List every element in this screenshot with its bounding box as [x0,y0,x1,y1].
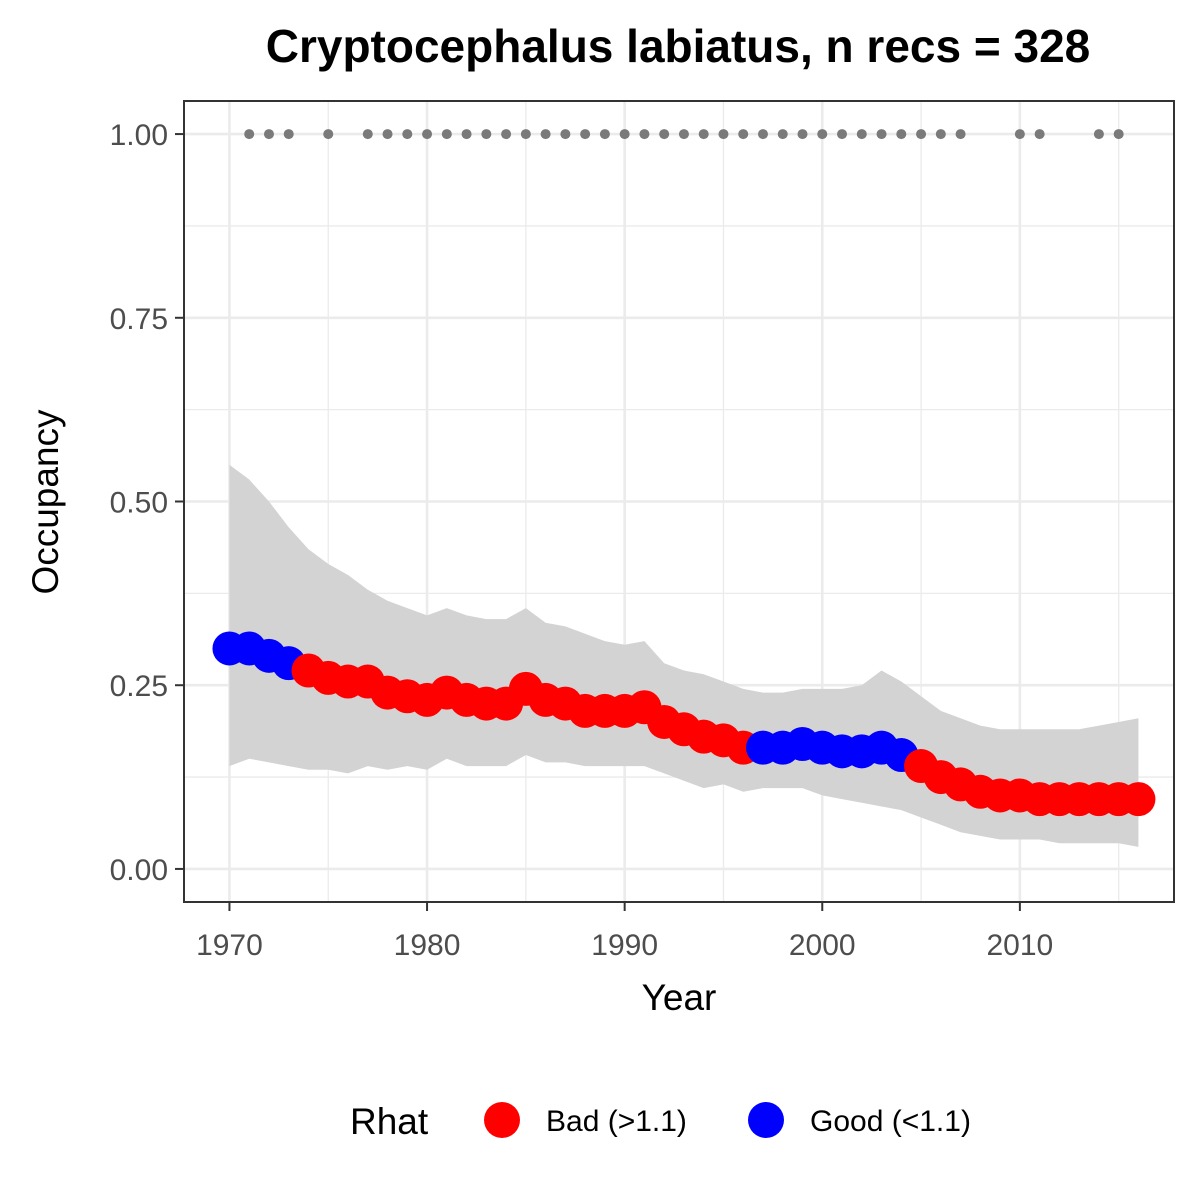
y-tick-label: 0.75 [110,303,168,336]
record-year-point [678,129,689,140]
x-tick-label: 2000 [789,929,856,962]
chart-title: Cryptocephalus labiatus, n recs = 328 [266,20,1091,72]
record-year-point [481,129,492,140]
record-year-point [323,129,334,140]
record-year-point [698,129,709,140]
legend-label-bad: Bad (>1.1) [546,1105,687,1138]
record-year-point [501,129,512,140]
record-year-point [540,129,551,140]
occupancy-point [1121,782,1156,817]
record-year-point [935,129,946,140]
record-year-point [639,129,650,140]
record-year-point [402,129,413,140]
record-year-point [362,129,373,140]
record-year-point [837,129,848,140]
record-year-point [817,129,828,140]
record-year-point [797,129,808,140]
record-year-point [876,129,887,140]
legend-title: Rhat [350,1101,429,1142]
record-year-point [757,129,768,140]
record-year-point [896,129,907,140]
x-tick-label: 1970 [196,929,263,962]
x-tick-label: 1990 [591,929,658,962]
occupancy-points-layer [212,631,1156,817]
record-year-point [461,129,472,140]
record-year-point [599,129,610,140]
legend-label-good: Good (<1.1) [810,1105,971,1138]
record-year-point [1014,129,1025,140]
record-year-point [580,129,591,140]
record-year-point [244,129,255,140]
record-year-point [422,129,433,140]
legend-key-good [748,1102,784,1138]
record-year-point [659,129,670,140]
y-axis-ticks: 0.00 0.25 0.50 0.75 1.00 [110,119,184,887]
record-year-point [283,129,294,140]
x-axis-title: Year [642,977,717,1018]
record-year-point [441,129,452,140]
record-year-point [718,129,729,140]
record-year-point [955,129,966,140]
records-layer [244,129,1124,140]
record-year-point [916,129,927,140]
record-year-point [382,129,393,140]
x-tick-label: 1980 [394,929,461,962]
record-year-point [263,129,274,140]
y-axis-title: Occupancy [25,409,66,595]
legend-key-bad [484,1102,520,1138]
legend: Rhat Bad (>1.1) Good (<1.1) [350,1101,971,1142]
record-year-point [520,129,531,140]
y-tick-label: 1.00 [110,119,168,152]
record-year-point [560,129,571,140]
y-tick-label: 0.50 [110,487,168,520]
record-year-point [738,129,749,140]
record-year-point [856,129,867,140]
record-year-point [777,129,788,140]
record-year-point [1093,129,1104,140]
x-axis-ticks: 1970 1980 1990 2000 2010 [196,902,1053,962]
record-year-point [1113,129,1124,140]
record-year-point [1034,129,1045,140]
y-tick-label: 0.25 [110,670,168,703]
record-year-point [619,129,630,140]
x-tick-label: 2010 [986,929,1053,962]
y-tick-label: 0.00 [110,854,168,887]
